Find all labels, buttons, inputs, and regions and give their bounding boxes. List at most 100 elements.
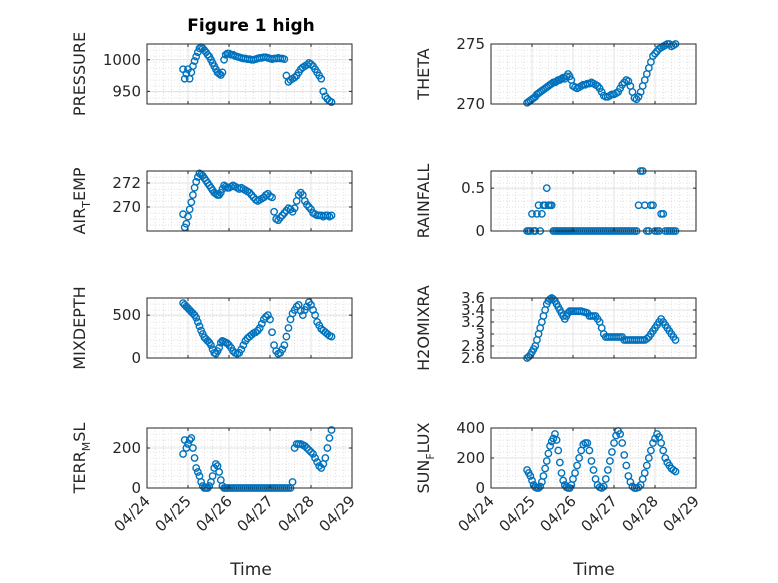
- y-tick-label: 400: [456, 419, 485, 437]
- y-tick-label: 0: [475, 222, 485, 240]
- data-point: [603, 466, 612, 474]
- data-point: [268, 193, 276, 202]
- data-point: [185, 205, 194, 214]
- data-point: [220, 55, 228, 64]
- x-tick-label: 04/25: [152, 492, 195, 535]
- data-point: [296, 306, 305, 315]
- data-point: [190, 454, 199, 462]
- data-point: [661, 454, 670, 462]
- data-point: [546, 442, 554, 450]
- y-tick-label: 3.2: [461, 313, 485, 331]
- y-axis-label: RAINFALL: [414, 164, 433, 239]
- y-tick-label: 200: [112, 439, 141, 457]
- data-point: [309, 450, 317, 458]
- data-point: [195, 44, 204, 53]
- data-point: [587, 457, 596, 465]
- x-tick-label: 04/25: [496, 492, 539, 535]
- axes-box: [490, 170, 697, 232]
- data-point: [323, 444, 332, 452]
- data-point: [218, 68, 227, 77]
- data-point: [311, 454, 319, 462]
- data-point: [634, 92, 643, 101]
- data-point: [557, 469, 566, 477]
- data-point: [190, 57, 199, 65]
- data-point: [216, 188, 225, 197]
- data-point: [618, 439, 627, 447]
- axes-box: [490, 297, 697, 359]
- data-point: [182, 219, 191, 228]
- x-axis-label-left: Time: [229, 560, 272, 580]
- data-point: [533, 209, 541, 218]
- x-axis-label-right: Time: [572, 560, 615, 580]
- data-point: [327, 211, 336, 220]
- data-point: [620, 451, 629, 459]
- data-point: [649, 439, 657, 447]
- data-point: [601, 475, 610, 483]
- data-point: [536, 482, 545, 491]
- data-point: [526, 472, 535, 480]
- data-point: [642, 461, 651, 470]
- data-point: [573, 461, 581, 470]
- data-point: [541, 464, 550, 473]
- data-point: [528, 209, 536, 218]
- data-point: [547, 201, 556, 210]
- data-point: [649, 201, 657, 210]
- data-point: [280, 341, 289, 350]
- data-point: [671, 336, 680, 344]
- data-point: [546, 295, 554, 304]
- y-tick-label: 0.5: [461, 179, 485, 197]
- data-point: [278, 345, 287, 354]
- data-point: [659, 209, 668, 218]
- data-point: [192, 313, 201, 322]
- axes-box: [490, 43, 697, 105]
- y-tick-label: 0: [131, 349, 141, 367]
- data-point: [544, 449, 553, 458]
- subplot-mixdepth: 0 500 MIXDEPTH: [70, 286, 353, 370]
- data-point: [327, 98, 336, 107]
- data-point: [528, 476, 536, 485]
- data-point: [257, 319, 266, 328]
- data-point: [317, 464, 326, 472]
- data-point: [189, 191, 197, 199]
- y-tick-label: 500: [112, 306, 141, 324]
- data-point: [255, 324, 264, 332]
- data-point: [616, 430, 625, 438]
- data-point: [657, 439, 666, 447]
- data-point: [270, 207, 278, 216]
- x-tick-label: 04/26: [193, 492, 236, 535]
- x-tick-label: 04/28: [275, 492, 318, 535]
- data-point: [327, 332, 336, 341]
- data-point: [307, 448, 315, 456]
- data-point: [327, 426, 336, 434]
- data-point: [192, 52, 201, 61]
- x-tick-label: 04/29: [660, 492, 703, 535]
- data-point: [659, 446, 668, 455]
- data-point: [185, 436, 194, 444]
- y-tick-label: 1000: [103, 51, 141, 69]
- subplot-air-temp: 270 272 AIRTEMP: [70, 167, 353, 235]
- y-axis-label: THETA: [414, 48, 433, 100]
- data-point: [307, 60, 315, 69]
- data-point: [280, 55, 289, 64]
- x-tick-label: 04/28: [619, 492, 662, 535]
- data-point: [644, 454, 653, 462]
- data-point: [599, 482, 608, 491]
- data-point: [193, 468, 202, 476]
- data-point: [634, 483, 643, 492]
- data-point: [302, 444, 311, 452]
- data-point: [642, 334, 651, 343]
- x-tick-label: 04/27: [234, 492, 277, 535]
- data-point: [266, 315, 274, 324]
- data-point: [542, 184, 551, 193]
- data-point: [193, 318, 202, 326]
- data-point: [610, 439, 618, 447]
- x-tick-label: 04/27: [578, 492, 621, 535]
- y-tick-label: 0: [475, 479, 485, 497]
- data-point: [215, 468, 224, 476]
- data-point: [290, 444, 299, 452]
- data-point: [626, 478, 635, 486]
- data-point: [585, 446, 594, 455]
